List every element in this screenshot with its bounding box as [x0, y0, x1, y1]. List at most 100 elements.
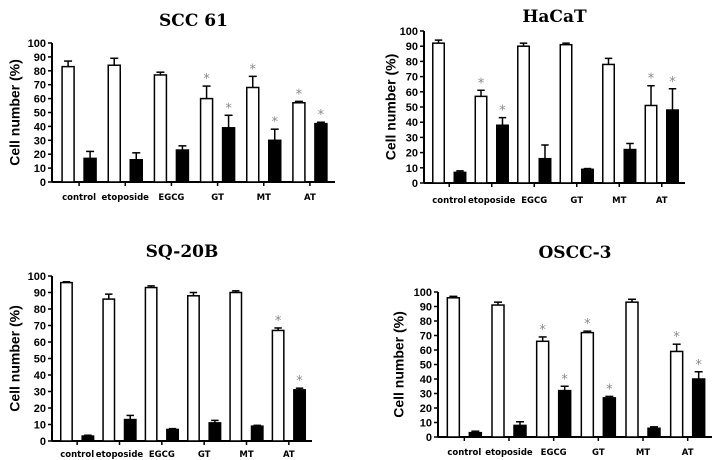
bar-black [581, 168, 594, 184]
x-tick-label: etoposide [468, 196, 516, 206]
y-tick-label: 0 [40, 177, 46, 189]
x-tick-label: GT [211, 193, 224, 203]
y-tick-label: 0 [40, 436, 46, 448]
bar-white [580, 331, 595, 438]
y-tick-label: 40 [34, 121, 46, 133]
y-tick-label: 20 [34, 403, 46, 415]
x-tick-label: MT [612, 196, 626, 206]
y-tick-label: 100 [400, 26, 418, 38]
bar-black [129, 159, 143, 183]
x-tick-label: MT [257, 193, 271, 203]
x-tick-label: EGCG [521, 196, 547, 206]
y-tick-label: 50 [34, 354, 46, 366]
y-tick-label: 60 [420, 345, 432, 357]
chart-title: HaCaT [522, 7, 587, 27]
bar-white [61, 65, 75, 183]
y-tick-label: 0 [412, 178, 418, 190]
bar-black [166, 428, 180, 442]
chart-title: SCC 61 [159, 11, 228, 31]
bar-white [602, 63, 616, 184]
y-tick-label: 100 [28, 271, 46, 283]
bar-white [491, 304, 505, 438]
bar-white [535, 340, 550, 438]
bar-black [268, 139, 282, 183]
bar-white [246, 86, 260, 183]
y-tick-label: 50 [420, 360, 432, 372]
y-tick-label: 30 [34, 387, 46, 399]
x-tick-label: GT [592, 448, 605, 458]
bar-black [513, 424, 527, 438]
bar-black [538, 157, 552, 184]
x-tick-label: etoposide [485, 448, 533, 458]
bar-black [647, 427, 661, 438]
significance-marker: * [539, 323, 546, 338]
y-tick-label: 40 [34, 370, 46, 382]
bar-white [271, 329, 285, 442]
y-tick-label: 40 [406, 117, 418, 129]
significance-marker: * [673, 330, 680, 345]
bar-black [314, 122, 328, 183]
bar-white [59, 281, 73, 442]
x-tick-label: etoposide [102, 193, 150, 203]
bar-white [102, 298, 116, 442]
bar-black [83, 157, 97, 183]
bar-black [623, 148, 637, 184]
chart-title: OSCC-3 [538, 243, 611, 263]
bar-black [208, 422, 222, 442]
x-tick-label: etoposide [96, 450, 144, 460]
y-tick-label: 100 [28, 38, 46, 50]
x-tick-label: control [432, 196, 466, 206]
bar-black [666, 109, 679, 184]
bar-black [250, 425, 264, 442]
significance-marker: * [275, 314, 282, 329]
significance-marker: * [584, 317, 591, 332]
y-axis-label: Cell number (%) [383, 54, 399, 161]
y-tick-label: 10 [420, 418, 432, 430]
significance-marker: * [561, 372, 568, 387]
y-axis-label: Cell number (%) [7, 305, 23, 412]
bar-black [221, 127, 236, 183]
y-tick-label: 60 [34, 94, 46, 106]
x-tick-label: MT [239, 450, 253, 460]
y-tick-label: 20 [34, 149, 46, 161]
y-tick-label: 80 [34, 304, 46, 316]
y-tick-label: 10 [34, 163, 46, 175]
y-axis-label: Cell number (%) [7, 59, 23, 166]
y-tick-label: 90 [420, 302, 432, 314]
bar-white [186, 295, 200, 442]
significance-marker: * [606, 382, 613, 397]
y-tick-label: 40 [420, 374, 432, 386]
significance-marker: * [225, 101, 232, 116]
significance-marker: * [695, 358, 702, 373]
y-tick-label: 60 [34, 337, 46, 349]
x-tick-label: EGCG [158, 193, 184, 203]
x-tick-label: control [62, 193, 96, 203]
bar-white [669, 350, 684, 438]
bar-black [691, 378, 706, 438]
y-tick-label: 10 [34, 420, 46, 432]
significance-marker: * [272, 115, 279, 130]
y-tick-label: 90 [406, 41, 418, 53]
y-tick-label: 50 [34, 108, 46, 120]
y-tick-label: 70 [34, 80, 46, 92]
x-tick-label: control [447, 448, 481, 458]
y-tick-label: 70 [420, 331, 432, 343]
bar-white [229, 291, 243, 442]
bar-white [432, 42, 445, 184]
y-tick-label: 100 [414, 287, 432, 299]
y-tick-label: 70 [34, 321, 46, 333]
bar-white [625, 301, 639, 438]
bar-black [602, 397, 617, 438]
y-tick-label: 80 [406, 56, 418, 68]
bar-white [559, 43, 573, 184]
bar-white [474, 95, 488, 184]
significance-marker: * [318, 108, 325, 123]
bar-white [446, 297, 461, 438]
y-tick-label: 60 [406, 87, 418, 99]
significance-marker: * [648, 72, 655, 87]
y-axis-label: Cell number (%) [391, 311, 407, 418]
y-tick-label: 30 [406, 132, 418, 144]
y-tick-label: 20 [406, 148, 418, 160]
y-tick-label: 80 [34, 66, 46, 78]
